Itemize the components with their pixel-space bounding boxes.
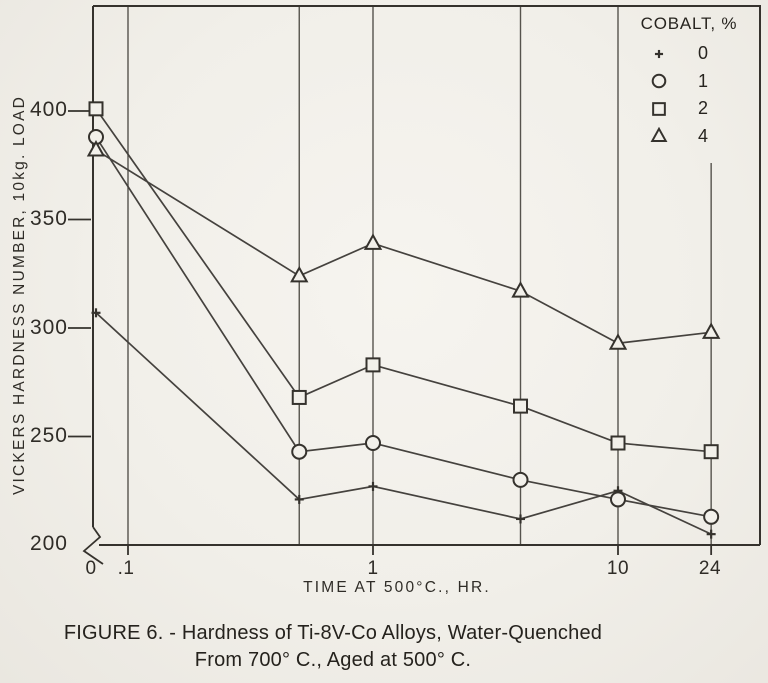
- figure-caption: FIGURE 6. - Hardness of Ti-8V-Co Alloys,…: [28, 620, 638, 674]
- plus-marker: [516, 514, 526, 524]
- x-tick-label-0: 0: [85, 558, 97, 579]
- square-marker: [513, 398, 529, 414]
- circle-marker: [291, 443, 308, 460]
- legend-row-cobalt-1: 1: [618, 68, 760, 96]
- series-line: [95, 108, 712, 453]
- square-marker: [703, 444, 719, 460]
- square-marker: [652, 101, 666, 116]
- plot-border: [82, 5, 761, 565]
- series-cobalt-2: [88, 101, 719, 460]
- x-tick-label-1: 1: [367, 558, 379, 579]
- circle-marker: [703, 508, 720, 525]
- figure-caption-line2: From 700° C., Aged at 500° C.: [194, 649, 472, 671]
- axis-break-icon: [82, 526, 104, 565]
- triangle-marker: [511, 281, 530, 298]
- square-marker: [291, 389, 307, 405]
- triangle-marker: [608, 333, 628, 350]
- series-cobalt-0: [91, 308, 716, 539]
- plus-marker-icon: [654, 49, 664, 58]
- square-marker-icon: [652, 101, 666, 116]
- circle-marker: [365, 435, 381, 452]
- plus-marker: [654, 49, 664, 58]
- triangle-marker: [363, 233, 383, 250]
- x-tick-label-24: 24: [698, 558, 722, 579]
- legend-value: 2: [697, 98, 708, 119]
- x-tick-label-10: 10: [606, 558, 630, 579]
- series-cobalt-4: [86, 140, 721, 350]
- legend-value: 1: [697, 70, 708, 91]
- series-line: [95, 149, 712, 345]
- y-tick-label-400: 400: [29, 98, 68, 121]
- circle-marker: [512, 471, 529, 488]
- legend-row-cobalt-2: 2: [618, 95, 760, 123]
- circle-marker: [651, 73, 667, 89]
- x-axis-title: TIME AT 500°C., HR.: [303, 579, 491, 596]
- triangle-marker: [650, 127, 668, 143]
- triangle-marker-icon: [650, 127, 668, 143]
- y-tick-label-300: 300: [29, 316, 68, 339]
- triangle-marker: [86, 140, 106, 157]
- legend-row-cobalt-0: 0: [618, 40, 760, 68]
- square-marker: [610, 435, 626, 451]
- series-line: [95, 312, 712, 535]
- circle-marker-icon: [651, 73, 667, 89]
- legend: COBALT, % 0 1 2 4: [618, 6, 760, 150]
- axis-ticks: [68, 110, 713, 555]
- legend-rows: 0 1 2 4: [618, 40, 760, 150]
- square-marker: [365, 357, 381, 373]
- series-cobalt-1: [88, 129, 720, 525]
- triangle-marker: [290, 265, 309, 283]
- x-gridlines: [127, 6, 712, 545]
- plus-marker: [368, 481, 378, 491]
- circle-marker: [610, 491, 626, 508]
- legend-row-cobalt-4: 4: [618, 123, 760, 151]
- series-line: [95, 136, 712, 518]
- figure-caption-line1: FIGURE 6. - Hardness of Ti-8V-Co Alloys,…: [63, 622, 603, 644]
- y-tick-label-350: 350: [29, 207, 68, 230]
- plus-marker: [706, 529, 716, 539]
- square-marker: [88, 101, 104, 117]
- legend-value: 4: [697, 125, 708, 146]
- legend-title: COBALT, %: [640, 14, 738, 33]
- x-tick-label-0p1: .1: [117, 558, 135, 579]
- triangle-marker: [701, 322, 721, 339]
- legend-value: 0: [697, 43, 708, 64]
- plus-marker: [91, 308, 101, 318]
- plus-marker: [294, 494, 304, 504]
- y-tick-label-250: 250: [29, 424, 68, 447]
- y-tick-label-200: 200: [29, 532, 68, 555]
